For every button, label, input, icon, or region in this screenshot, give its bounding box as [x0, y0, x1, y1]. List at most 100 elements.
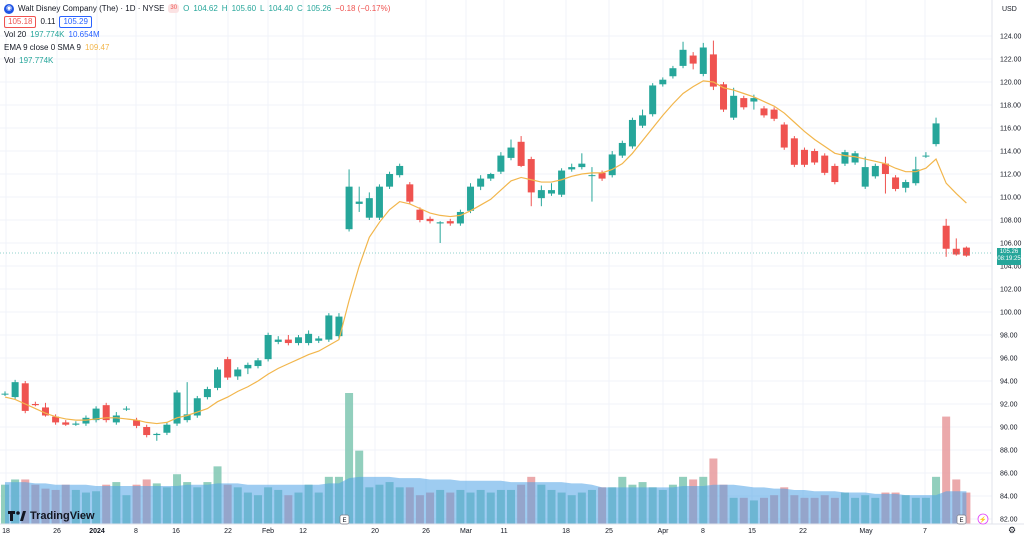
candle-body	[355, 201, 363, 204]
price-tick-label: 96.00	[1000, 356, 1018, 363]
candle-body	[143, 427, 151, 436]
settings-gear-icon[interactable]: ⚙	[1008, 525, 1016, 535]
price-axis[interactable]: 82.00 84.00 86.00 88.00 90.00 92.00 94.00 96.00…	[1000, 34, 1022, 524]
candle-body	[861, 167, 869, 187]
candle-body	[912, 169, 920, 184]
lightning-icon[interactable]: ⚡	[977, 513, 989, 525]
candle	[244, 362, 252, 375]
candle-body	[720, 84, 728, 110]
candle	[72, 421, 80, 426]
candle	[861, 156, 869, 189]
time-tick-label: 12	[299, 528, 307, 535]
candle-body	[294, 337, 302, 344]
candle-body	[669, 68, 677, 77]
candle	[669, 65, 677, 79]
candle-body	[21, 383, 29, 411]
ohlc-o-label: O	[183, 3, 190, 13]
ohlc-c: 105.26	[306, 3, 332, 13]
candle-body	[618, 142, 626, 156]
candle-body	[436, 222, 444, 224]
indicator-value: 197.774K	[19, 55, 54, 65]
candle	[254, 358, 262, 369]
candle-body	[254, 360, 262, 367]
candle-body	[851, 153, 859, 163]
candle-body	[902, 182, 910, 188]
time-tick-label: 8	[701, 528, 705, 535]
time-tick-label: 11	[500, 528, 507, 535]
indicator-ema[interactable]: EMA 9 close 0 SMA 9 109.47	[4, 41, 390, 54]
time-axis[interactable]: 18 26 2024 8 16 22 Feb 12 20 26 Mar 11 18 25 Apr 8 15 22 M…	[2, 528, 927, 535]
candle	[487, 172, 495, 181]
earnings-marker-icon[interactable]: E	[339, 514, 350, 525]
candle-body	[375, 186, 383, 218]
ohlc-l-label: L	[260, 3, 265, 13]
candle	[639, 109, 647, 128]
ohlc-l: 104.40	[268, 3, 293, 13]
candle-body	[92, 408, 100, 421]
candle-body	[214, 369, 222, 388]
candle	[821, 153, 829, 176]
candle	[689, 52, 697, 70]
candle-body	[193, 398, 201, 416]
candle-body	[41, 407, 49, 416]
currency-label[interactable]: USD	[1002, 6, 1017, 13]
time-tick-label: 26	[53, 528, 61, 535]
price-tick-label: 98.00	[1000, 333, 1018, 340]
indicator-label: EMA 9 close 0 SMA 9	[4, 42, 81, 52]
candle	[679, 41, 687, 69]
candle-body	[649, 85, 657, 115]
volume-ma-fill	[5, 476, 967, 524]
candle	[649, 83, 657, 117]
earnings-marker-icon[interactable]: E	[956, 514, 967, 525]
bid-button[interactable]: 105.18	[4, 15, 37, 28]
time-tick-label: 22	[224, 528, 232, 535]
time-tick-label: 15	[748, 528, 756, 535]
indicator-vol20[interactable]: Vol 20 197.774K 10.654M	[4, 28, 390, 41]
indicator-label: Vol	[4, 55, 16, 65]
indicator-vol[interactable]: Vol 197.774K	[4, 54, 390, 67]
candle-body	[598, 172, 606, 179]
candle-body	[952, 248, 960, 255]
candle	[628, 117, 636, 149]
time-tick-label: 7	[923, 528, 927, 535]
candle-body	[507, 147, 515, 158]
candle	[375, 184, 383, 220]
candle	[21, 381, 29, 414]
price-tick-label: 92.00	[1000, 402, 1018, 409]
candle	[568, 163, 576, 172]
candle-body	[699, 47, 707, 74]
candle-body	[639, 115, 647, 126]
candle	[345, 169, 353, 232]
candle	[41, 402, 49, 417]
symbol-title[interactable]: Walt Disney Company (The) · 1D · NYSE	[18, 3, 165, 13]
bid-ask-row: 105.18 0.11 105.29	[4, 15, 390, 28]
logo-text: TradingView	[30, 510, 95, 522]
candle-body	[892, 177, 900, 189]
candle-body	[224, 359, 232, 378]
candle	[517, 136, 525, 168]
candle-body	[487, 174, 495, 179]
candle-body	[821, 155, 829, 173]
price-tick-label: 116.00	[1000, 126, 1021, 133]
candle	[800, 147, 808, 168]
candle	[416, 207, 424, 223]
time-tick-label: May	[859, 528, 873, 535]
indicator-value: 109.47	[84, 42, 110, 52]
candle	[618, 140, 626, 158]
candle-body	[305, 333, 313, 344]
symbol-logo-icon: ◉	[4, 3, 14, 14]
candle-body	[11, 382, 19, 398]
symbol-row: ◉ Walt Disney Company (The) · 1D · NYSE …	[4, 2, 390, 15]
candle	[547, 183, 555, 196]
candle	[406, 182, 414, 204]
candle	[284, 335, 292, 346]
time-tick-label: Apr	[658, 528, 670, 535]
tradingview-logo[interactable]: TradingView	[8, 510, 95, 522]
candle-body	[234, 369, 242, 377]
candle-body	[517, 141, 525, 166]
candle-body	[31, 404, 39, 406]
candle	[730, 87, 738, 120]
svg-text:⚙: ⚙	[1008, 525, 1016, 535]
ask-button[interactable]: 105.29	[59, 15, 92, 28]
